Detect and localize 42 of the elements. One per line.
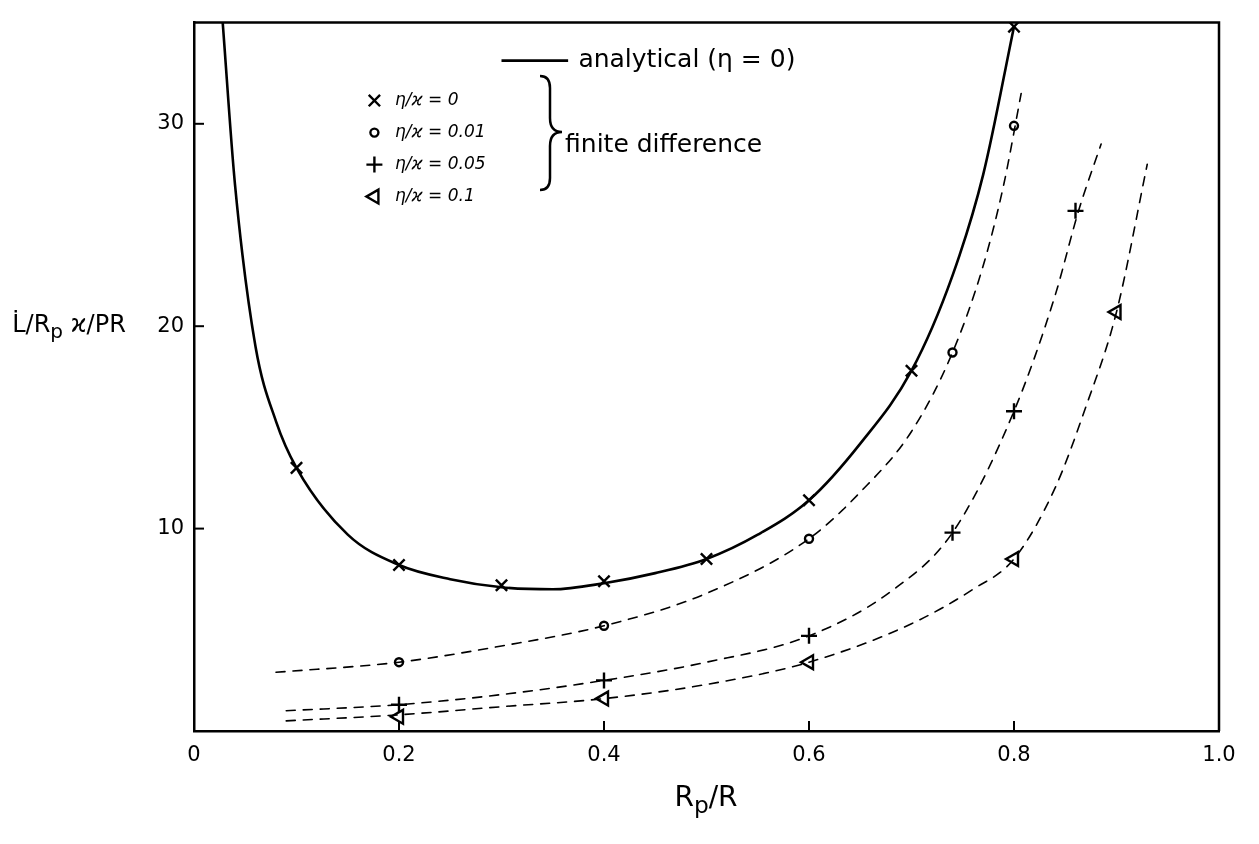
y-tick-label: 30 <box>157 110 184 135</box>
legend-label: η/ϰ = 0.01 <box>394 121 486 142</box>
legend-label: η/ϰ = 0.05 <box>394 153 486 174</box>
point <box>594 671 614 690</box>
point <box>598 620 610 631</box>
x-tick-label: 0.2 <box>382 742 416 767</box>
point <box>947 347 958 358</box>
point <box>802 493 816 508</box>
x-tick-label: 0 <box>187 742 201 767</box>
y-axis-title: L̇/R$_{p}$ ϰ/PR <box>11 310 127 343</box>
annotation: finite difference <box>565 129 763 159</box>
point <box>494 578 509 593</box>
point <box>1004 402 1024 421</box>
point <box>1066 201 1085 221</box>
point <box>594 690 610 707</box>
point <box>943 523 962 542</box>
point <box>799 654 815 671</box>
x-tick-label: 0.6 <box>792 742 826 767</box>
point <box>904 363 919 378</box>
point <box>289 461 304 475</box>
point <box>389 695 409 714</box>
x-tick-label: 0.8 <box>997 742 1031 767</box>
point <box>1007 22 1021 34</box>
legend-label: η/ϰ = 0 <box>394 89 459 110</box>
point <box>803 533 815 544</box>
point <box>389 708 405 725</box>
x-tick-label: 0.4 <box>587 742 621 767</box>
point <box>1008 120 1020 132</box>
point <box>1107 303 1122 321</box>
line-series <box>275 92 1022 674</box>
x-tick-label: 1.0 <box>1202 742 1236 767</box>
point <box>597 574 611 589</box>
point <box>799 626 819 646</box>
x-axis-title: R$_{p}$/R <box>673 780 739 819</box>
y-tick-label: 10 <box>157 515 184 540</box>
legend-label: η/ϰ = 0.1 <box>394 185 475 206</box>
point <box>392 558 406 572</box>
y-tick-label: 20 <box>157 312 184 337</box>
legend-label: analytical (η = 0) <box>578 44 796 74</box>
point <box>699 552 714 566</box>
point <box>393 656 405 668</box>
point <box>1004 550 1020 568</box>
